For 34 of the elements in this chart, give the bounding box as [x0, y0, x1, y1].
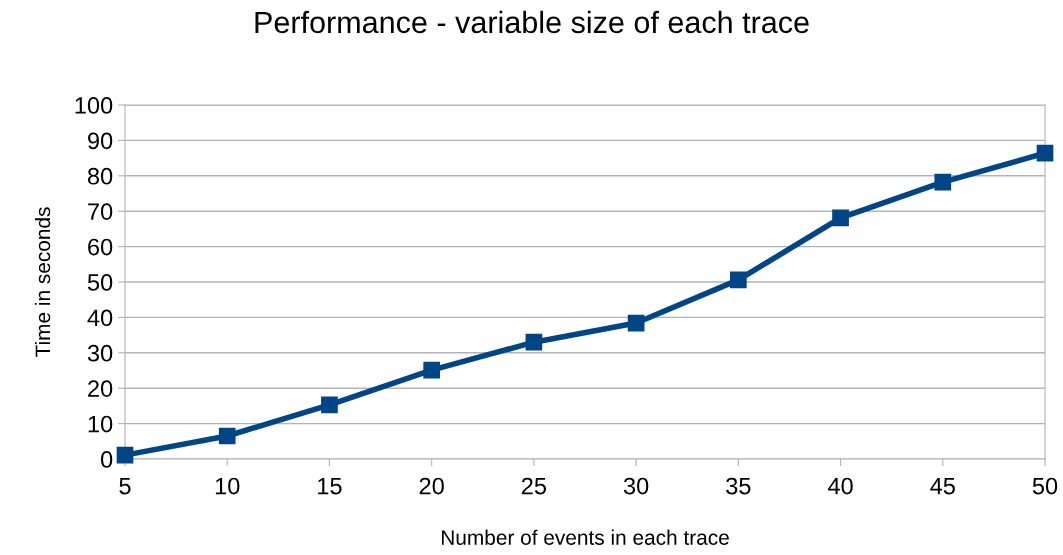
y-tick-label: 50 [87, 274, 113, 291]
x-tick-label: 5 [119, 477, 131, 495]
x-tick-label: 35 [726, 477, 751, 495]
point [423, 361, 441, 379]
x-tick-label: 10 [215, 477, 240, 495]
y-tick-label: 40 [87, 309, 113, 327]
point [832, 209, 849, 227]
point [729, 271, 747, 289]
chart-title: Performance - variable size of each trace [255, 10, 809, 34]
y-tick-label: 90 [88, 132, 113, 150]
y-tick-label: 0 [100, 451, 113, 468]
point [116, 446, 134, 464]
x-tick-label: 15 [318, 477, 342, 495]
y-tick-label: 70 [88, 203, 113, 220]
point [321, 396, 338, 414]
x-tick-label: 50 [1032, 477, 1058, 495]
point [218, 427, 236, 445]
x-axis-title: Number of events in each trace [441, 529, 729, 545]
point [1036, 144, 1054, 162]
point [627, 314, 645, 332]
y-tick-label: 60 [88, 238, 113, 256]
point [934, 173, 952, 191]
y-axis-title: Time in seconds [34, 207, 51, 357]
y-tick-label: 20 [88, 380, 113, 397]
x-tick-label: 45 [930, 477, 955, 495]
x-tick-label: 30 [623, 477, 649, 495]
point [525, 333, 543, 351]
x-tick-label: 20 [419, 477, 444, 495]
y-tick-label: 10 [88, 415, 113, 433]
y-tick-label: 80 [87, 167, 113, 185]
x-tick-label: 25 [521, 477, 547, 495]
y-tick-label: 100 [75, 97, 113, 114]
x-tick-label: 40 [827, 477, 853, 495]
y-tick-label: 30 [87, 344, 113, 362]
